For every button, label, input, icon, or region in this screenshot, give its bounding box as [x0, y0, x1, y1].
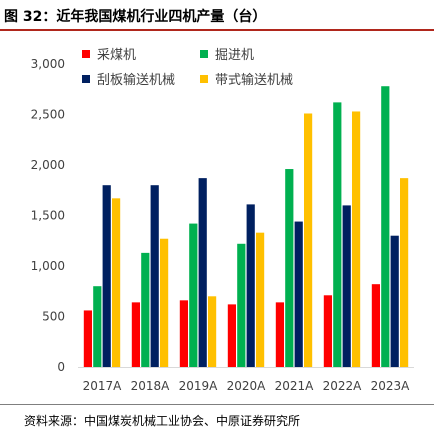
bar — [208, 296, 217, 367]
figure-source: 资料来源：中国煤炭机械工业协会、中原证券研究所 — [24, 414, 301, 428]
bar — [381, 86, 390, 367]
bar — [93, 286, 102, 367]
bar — [227, 304, 236, 367]
bar — [150, 185, 159, 367]
bar — [342, 205, 351, 367]
bar — [131, 302, 140, 367]
bar — [237, 243, 246, 367]
bar — [333, 102, 342, 367]
legend-swatch — [200, 75, 208, 83]
bar — [400, 178, 409, 367]
y-tick-label: 2,500 — [31, 108, 65, 122]
bar — [179, 300, 188, 367]
bar — [275, 302, 284, 367]
bar — [304, 113, 313, 368]
legend-swatch — [200, 50, 208, 58]
legend-label: 带式输送机械 — [215, 72, 293, 88]
bar — [371, 284, 380, 367]
x-tick-label: 2023A — [371, 379, 411, 393]
bar — [141, 252, 150, 367]
bar — [285, 169, 294, 367]
footer-rule — [0, 404, 434, 405]
figure-title: 图 32：近年我国煤机行业四机产量（台） — [4, 9, 267, 25]
legend-label: 刮板输送机械 — [97, 72, 175, 88]
y-tick-label: 500 — [42, 310, 65, 324]
x-tick-label: 2021A — [275, 379, 315, 393]
x-tick-label: 2020A — [227, 379, 267, 393]
bar-chart: 0 500 1,000 1,500 2,000 2,500 3,000 2017A 2018A 2… — [31, 48, 414, 393]
bar — [112, 198, 121, 367]
y-tick-label: 0 — [57, 360, 65, 374]
y-tick-label: 3,000 — [31, 57, 65, 71]
bar — [246, 204, 255, 367]
figure-header: 图 32：近年我国煤机行业四机产量（台） — [0, 0, 434, 31]
bar — [102, 185, 111, 367]
bar — [294, 221, 303, 367]
bar — [83, 310, 92, 367]
bar — [189, 223, 198, 367]
y-tick-label: 2,000 — [31, 158, 65, 172]
bar — [390, 235, 399, 367]
x-tick-label: 2018A — [131, 379, 171, 393]
legend-label: 采煤机 — [97, 48, 136, 63]
bar — [256, 232, 265, 367]
y-tick-label: 1,000 — [31, 259, 65, 273]
x-tick-label: 2019A — [179, 379, 219, 393]
bar — [160, 238, 169, 367]
bar — [323, 295, 332, 367]
legend-label: 掘进机 — [215, 48, 254, 63]
legend-swatch — [82, 50, 90, 58]
legend-swatch — [82, 75, 90, 83]
y-tick-label: 1,500 — [31, 209, 65, 223]
header-rule — [0, 29, 434, 31]
x-tick-label: 2017A — [83, 379, 123, 393]
bar — [352, 111, 361, 367]
bar — [198, 178, 207, 367]
x-tick-label: 2022A — [323, 379, 363, 393]
